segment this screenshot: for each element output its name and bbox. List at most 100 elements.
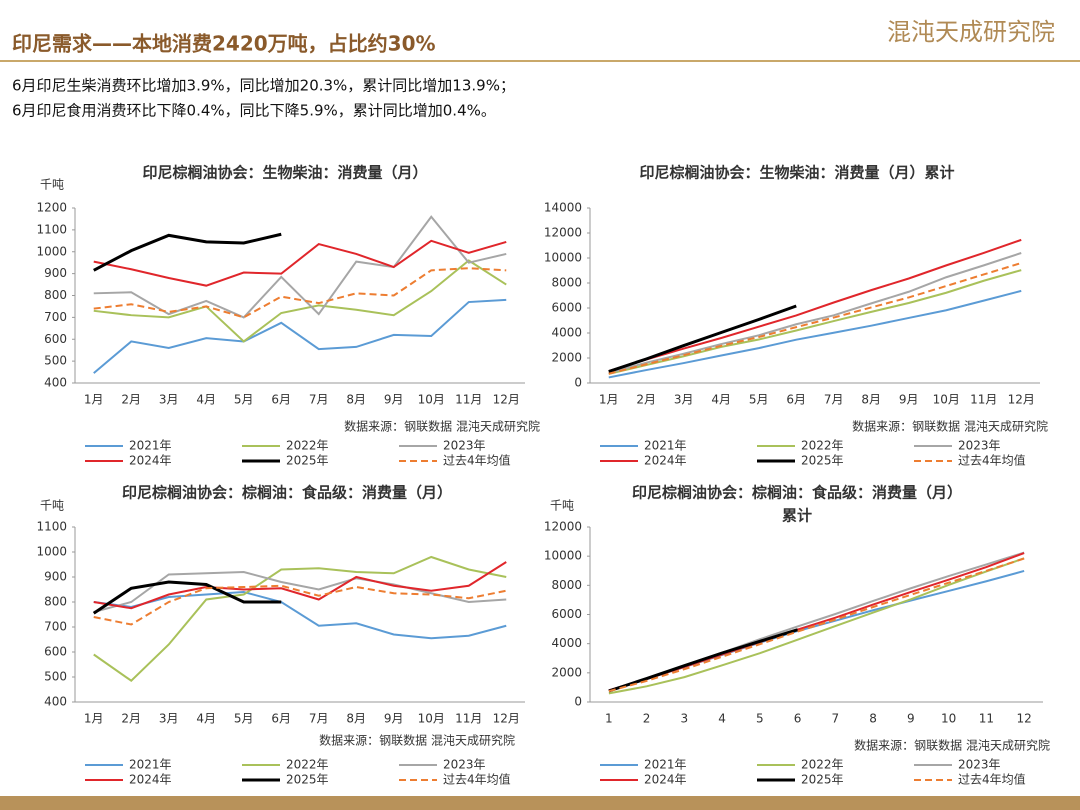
y-tick-label: 8000: [551, 578, 582, 592]
y-tick-label: 900: [44, 266, 67, 280]
x-tick-label: 9月: [384, 712, 404, 726]
x-tick-label: 11月: [455, 393, 482, 407]
y-tick-label: 600: [44, 332, 67, 346]
legend-label: 2021年: [129, 439, 172, 453]
series-line: [93, 590, 507, 640]
axis-unit: 千吨: [550, 499, 574, 513]
slide-title: 印尼需求——本地消费2420万吨，占比约30%: [12, 32, 436, 56]
y-tick-label: 1000: [36, 545, 67, 559]
series-line: [608, 304, 797, 373]
x-tick-label: 9: [907, 712, 915, 726]
series-line: [608, 238, 1022, 373]
x-tick-label: 12月: [493, 393, 520, 407]
x-tick-label: 7月: [824, 393, 844, 407]
x-tick-label: 11月: [970, 393, 997, 407]
x-tick-label: 12月: [493, 712, 520, 726]
x-tick-label: 7月: [309, 712, 329, 726]
legend-label: 2025年: [286, 773, 329, 787]
legend-label: 2021年: [644, 758, 687, 772]
y-tick-label: 6000: [551, 607, 582, 621]
x-tick-label: 1月: [599, 393, 619, 407]
chart-title: 印尼棕榈油协会：棕榈油：食品级：消费量（月）: [122, 484, 452, 502]
y-tick-label: 500: [44, 670, 67, 684]
footer-bar: [0, 796, 1080, 810]
legend-label: 2024年: [644, 773, 687, 787]
legend-label: 2022年: [801, 439, 844, 453]
legend-label: 2022年: [286, 439, 329, 453]
logo: 混沌天成研究院: [887, 18, 1055, 46]
source: 数据来源：钢联数据 混沌天成研究院: [344, 419, 540, 434]
legend-label: 2022年: [286, 758, 329, 772]
series-line: [608, 557, 1025, 695]
x-tick-label: 7: [832, 712, 840, 726]
y-tick-label: 600: [44, 645, 67, 659]
legend-label: 过去4年均值: [443, 453, 511, 468]
y-tick-label: 2000: [551, 665, 582, 679]
y-tick-label: 8000: [551, 276, 582, 290]
x-tick-label: 12: [1016, 712, 1031, 726]
source: 数据来源：钢联数据 混沌天成研究院: [852, 419, 1048, 434]
x-tick-label: 1月: [84, 712, 104, 726]
y-tick-label: 700: [44, 620, 67, 634]
legend-label: 过去4年均值: [443, 772, 511, 787]
y-tick-label: 800: [44, 595, 67, 609]
y-tick-label: 500: [44, 354, 67, 368]
legend-label: 2023年: [443, 439, 486, 453]
chart-title: 印尼棕榈油协会：生物柴油：消费量（月）累计: [639, 164, 954, 182]
note: 6月印尼食用消费环比下降0.4%，同比下降5.9%，累计同比增加0.4%。: [12, 102, 496, 120]
y-tick-label: 10000: [544, 549, 582, 563]
source: 数据来源：钢联数据 混沌天成研究院: [319, 733, 515, 748]
chart-title: 印尼棕榈油协会：棕榈油：食品级：消费量（月）: [632, 484, 962, 502]
x-tick-label: 6月: [786, 393, 806, 407]
axis-unit: 千吨: [40, 178, 64, 192]
x-tick-label: 3月: [159, 393, 179, 407]
legend-label: 2025年: [801, 773, 844, 787]
x-tick-label: 7月: [309, 393, 329, 407]
legend-label: 2025年: [801, 454, 844, 468]
source: 数据来源：钢联数据 混沌天成研究院: [854, 738, 1050, 753]
series-line: [608, 628, 799, 693]
y-tick-label: 400: [44, 376, 67, 390]
y-tick-label: 4000: [551, 326, 582, 340]
series-line: [93, 555, 507, 683]
series-line: [93, 584, 507, 626]
y-tick-label: 12000: [544, 520, 582, 534]
x-tick-label: 2: [643, 712, 651, 726]
x-tick-label: 2月: [121, 712, 141, 726]
x-tick-label: 8月: [346, 712, 366, 726]
series-line: [93, 232, 282, 272]
x-tick-label: 5月: [234, 712, 254, 726]
series-line: [608, 570, 1025, 692]
y-tick-label: 800: [44, 288, 67, 302]
y-tick-label: 6000: [551, 301, 582, 315]
x-tick-label: 8: [869, 712, 877, 726]
series-line: [92, 580, 282, 615]
legend-label: 2024年: [129, 773, 172, 787]
y-tick-label: 0: [574, 695, 582, 709]
x-tick-label: 5: [756, 712, 764, 726]
x-tick-label: 10月: [933, 393, 960, 407]
x-tick-label: 10月: [418, 712, 445, 726]
x-tick-label: 11月: [455, 712, 482, 726]
x-tick-label: 4: [718, 712, 726, 726]
legend-label: 2021年: [644, 439, 687, 453]
series-line: [93, 259, 507, 343]
series-line: [93, 561, 507, 610]
legend-label: 2022年: [801, 758, 844, 772]
y-tick-label: 14000: [544, 201, 582, 215]
note: 6月印尼生柴消费环比增加3.9%，同比增加20.3%，累计同比增加13.9%；: [12, 77, 515, 95]
series-line: [608, 289, 1022, 379]
x-tick-label: 1月: [84, 393, 104, 407]
x-tick-label: 2月: [121, 393, 141, 407]
x-tick-label: 3月: [159, 712, 179, 726]
x-tick-label: 9月: [899, 393, 919, 407]
legend-label: 过去4年均值: [958, 453, 1026, 468]
x-tick-label: 8月: [346, 393, 366, 407]
x-tick-label: 10: [941, 712, 956, 726]
y-tick-label: 2000: [551, 351, 582, 365]
series-line: [93, 215, 507, 319]
x-tick-label: 4月: [196, 393, 216, 407]
y-tick-label: 400: [44, 695, 67, 709]
x-tick-label: 9月: [384, 393, 404, 407]
